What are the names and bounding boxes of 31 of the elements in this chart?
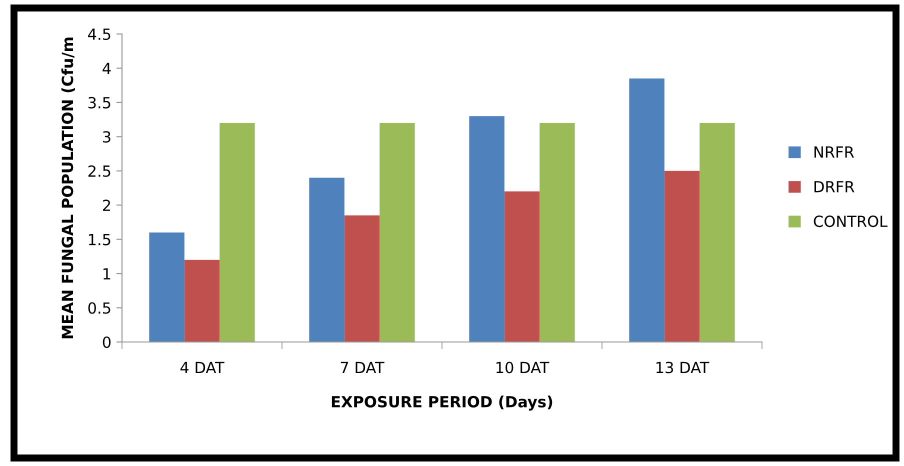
bar <box>700 122 735 342</box>
y-tick-label: 2.5 <box>88 165 110 177</box>
x-tick-label: 4 DAT <box>180 362 224 374</box>
x-tick-label: 7 DAT <box>340 362 384 374</box>
bar <box>184 260 220 342</box>
y-tick-label: 0 <box>102 336 111 348</box>
x-tick-label: 13 DAT <box>656 362 710 374</box>
y-tick-label: 4.5 <box>88 28 110 40</box>
bar <box>469 116 504 342</box>
bar <box>504 191 540 342</box>
y-tick-label: 2 <box>102 200 110 211</box>
bar <box>629 78 664 342</box>
legend-label: CONTROL <box>814 216 888 228</box>
y-tick-label: 4 <box>102 62 111 74</box>
y-tick-label: 1.5 <box>88 234 110 246</box>
bar <box>149 232 184 342</box>
bar <box>540 122 575 342</box>
y-tick-label: 0.5 <box>88 302 110 314</box>
y-axis-title: MEAN FUNGAL POPULATION (Cfu/m <box>61 38 76 338</box>
legend-label: DRFR <box>814 181 854 192</box>
bar <box>664 170 700 342</box>
legend-label: NRFR <box>814 146 854 158</box>
bar <box>380 122 415 342</box>
bar <box>309 178 344 342</box>
y-tick-label: 3.5 <box>88 96 110 108</box>
x-tick-label: 10 DAT <box>496 362 550 374</box>
bar <box>344 215 380 342</box>
y-tick-label: 3 <box>103 131 110 143</box>
bar <box>220 122 255 342</box>
y-tick-label: 1 <box>104 268 110 280</box>
x-axis-title: EXPOSURE PERIOD (Days) <box>332 396 552 411</box>
